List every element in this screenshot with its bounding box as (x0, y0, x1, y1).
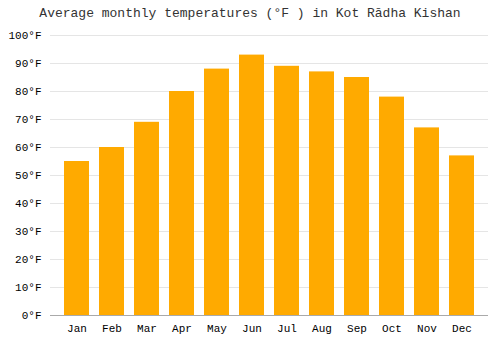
svg-text:Sep: Sep (347, 323, 367, 335)
svg-text:30°F: 30°F (15, 226, 41, 238)
svg-text:Jun: Jun (242, 323, 262, 335)
svg-text:Feb: Feb (102, 323, 122, 335)
svg-text:Oct: Oct (382, 323, 402, 335)
svg-text:Jan: Jan (67, 323, 87, 335)
svg-text:10°F: 10°F (15, 282, 41, 294)
svg-text:Jul: Jul (277, 323, 297, 335)
svg-text:Nov: Nov (417, 323, 437, 335)
svg-text:May: May (207, 323, 227, 335)
svg-text:Aug: Aug (312, 323, 332, 335)
svg-text:20°F: 20°F (15, 254, 41, 266)
svg-text:60°F: 60°F (15, 142, 41, 154)
svg-text:80°F: 80°F (15, 86, 41, 98)
svg-text:Dec: Dec (452, 323, 472, 335)
svg-text:90°F: 90°F (15, 58, 41, 70)
svg-text:100°F: 100°F (8, 30, 41, 42)
svg-text:Mar: Mar (137, 323, 157, 335)
html-text:Average monthly temperatures (: Average monthly temperatures (°F ) in Ko… (39, 6, 461, 21)
svg-text:70°F: 70°F (15, 114, 41, 126)
svg-text:40°F: 40°F (15, 198, 41, 210)
svg-text:50°F: 50°F (15, 170, 41, 182)
svg-text:Apr: Apr (172, 323, 192, 335)
svg-text:0°F: 0°F (22, 310, 42, 322)
